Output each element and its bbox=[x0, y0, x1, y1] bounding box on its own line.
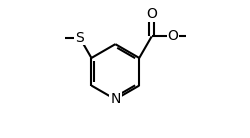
Text: O: O bbox=[168, 29, 178, 43]
Text: S: S bbox=[75, 31, 84, 45]
Text: N: N bbox=[110, 92, 120, 106]
Text: O: O bbox=[146, 7, 157, 21]
